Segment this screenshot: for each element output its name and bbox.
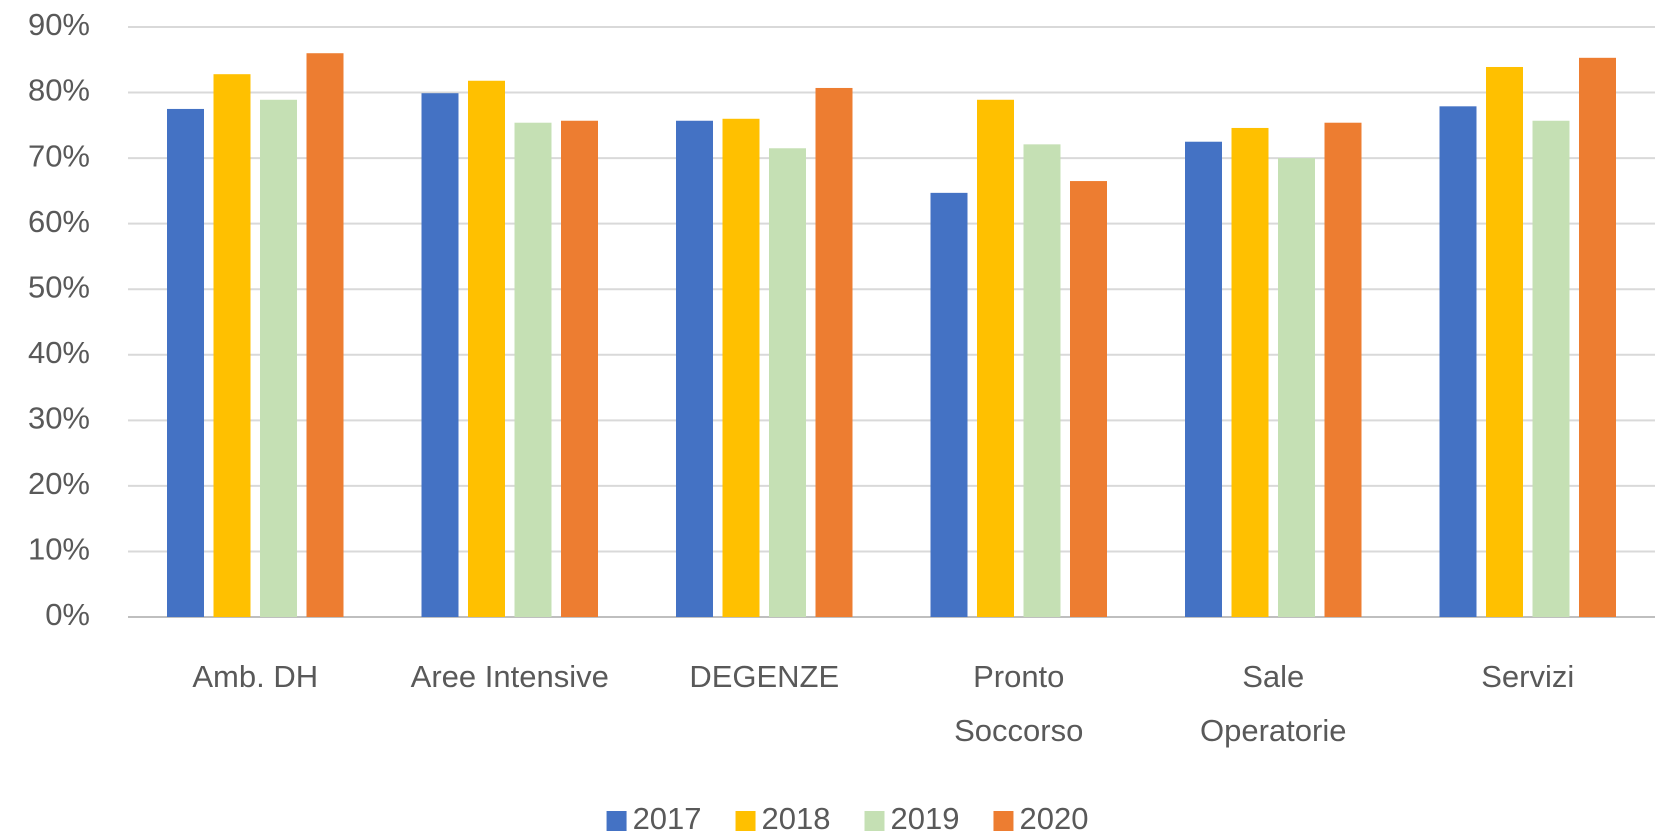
bar	[1070, 181, 1107, 618]
bar	[676, 120, 713, 617]
bar	[468, 80, 505, 617]
bar	[514, 122, 552, 617]
bar	[306, 53, 344, 617]
x-tick-label: DEGENZE	[689, 659, 840, 694]
y-tick-label: 0%	[45, 597, 90, 632]
bar	[1439, 106, 1477, 618]
bar	[769, 148, 806, 617]
legend-label: 2017	[633, 801, 702, 836]
y-tick-label: 60%	[28, 204, 90, 239]
x-tick-label: Aree Intensive	[410, 659, 609, 694]
y-tick-label: 80%	[28, 73, 90, 108]
legend-swatch	[993, 811, 1014, 831]
x-tick-label: Amb. DH	[192, 659, 319, 694]
legend-label: 2019	[891, 801, 960, 836]
bar	[1579, 57, 1616, 618]
x-tick-label: Pronto Soccorso	[954, 659, 1084, 748]
bar	[1486, 66, 1523, 617]
y-tick-label: 20%	[28, 466, 90, 501]
bar	[260, 99, 297, 618]
y-tick-label: 40%	[28, 335, 90, 370]
bar	[1023, 144, 1061, 617]
legend-label: 2020	[1019, 801, 1088, 836]
x-tick-label: Sale Operatorie	[1200, 659, 1347, 748]
y-tick-label: 50%	[28, 269, 90, 304]
bar	[421, 93, 459, 617]
bar	[815, 87, 853, 617]
y-tick-label: 10%	[28, 532, 90, 567]
legend-swatch	[606, 811, 627, 831]
legend-swatch	[864, 811, 885, 831]
bar	[213, 74, 251, 617]
bar	[1185, 141, 1222, 617]
bar	[561, 120, 598, 617]
bar	[1278, 158, 1315, 617]
x-tick-label: Servizi	[1481, 659, 1575, 694]
y-tick-label: 30%	[28, 401, 90, 436]
bar	[1231, 127, 1269, 617]
bar	[930, 192, 968, 617]
legend-swatch	[735, 811, 756, 831]
bar	[167, 108, 204, 617]
legend-label: 2018	[762, 801, 831, 836]
y-tick-label: 70%	[28, 138, 90, 173]
bar	[977, 99, 1014, 618]
bar	[722, 118, 760, 618]
y-tick-label: 90%	[28, 7, 90, 42]
bar	[1324, 122, 1362, 617]
bar	[1532, 120, 1570, 617]
